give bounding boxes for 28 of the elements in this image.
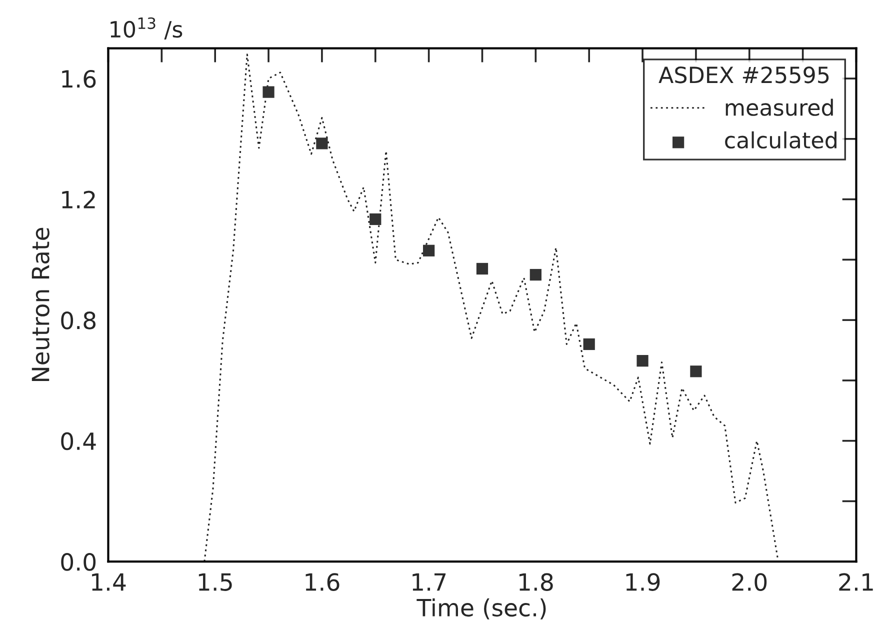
y-tick-label: 1.2 [62,190,95,208]
x-tick-label: 2.1 [839,573,873,591]
legend-label: measured [726,98,833,116]
text: 10$^{13}$ /s [110,17,182,40]
point [316,138,328,150]
x-tick-label: 1.9 [626,573,660,591]
x-tick-label: 1.7 [412,573,446,591]
y-tick-label: 0.0 [61,553,96,571]
y-axis-title: Neutron Rate [32,228,50,381]
x-tick-label: 2.0 [732,573,767,591]
point [690,366,702,378]
legend-label: calculated [725,131,836,149]
x-axis-title: Time (sec.) [416,598,546,620]
point [583,338,595,350]
x-tick-label: 1.4 [92,573,126,591]
y-tick-label: 1.6 [62,70,96,88]
point [476,262,488,275]
x-tick-label: 1.6 [306,573,340,591]
x-tick-label: 1.8 [519,573,553,591]
legend-title: ASDEX #25595 [658,66,829,84]
point [262,86,274,98]
y-tick-label: 0.4 [61,432,96,450]
point [636,355,648,367]
point [370,213,382,226]
x-tick-label: 1.5 [198,573,232,591]
y-tick-label: 0.8 [61,312,96,330]
point [423,244,435,256]
point [530,268,542,281]
